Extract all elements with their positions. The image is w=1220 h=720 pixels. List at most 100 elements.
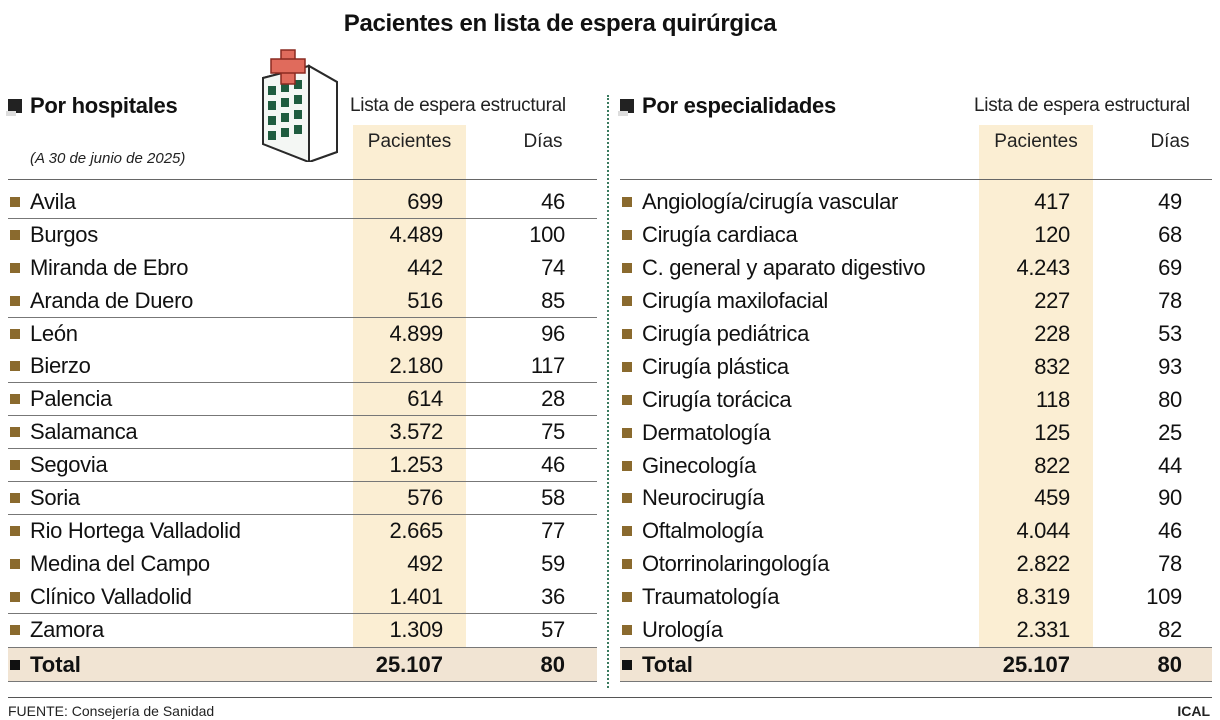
table-row: Miranda de Ebro 442 74 — [8, 252, 597, 285]
row-patients: 699 — [407, 188, 443, 214]
row-bullet-icon — [10, 329, 20, 339]
total-bullet-icon — [10, 659, 20, 670]
row-days: 36 — [541, 583, 565, 609]
row-label: Soria — [30, 484, 80, 510]
agency-credit: ICAL — [1177, 703, 1210, 719]
specialties-section-title: Por especialidades — [642, 93, 836, 118]
row-label: Angiología/cirugía vascular — [642, 189, 899, 215]
row-days: 77 — [541, 518, 565, 544]
row-patients: 822 — [1034, 452, 1070, 478]
specialties-total-row: Total 25.107 80 — [620, 647, 1212, 682]
row-days: 53 — [1158, 321, 1182, 346]
row-bullet-icon — [10, 295, 20, 306]
row-label: Cirugía maxilofacial — [642, 288, 828, 314]
row-label: C. general y aparato digestivo — [642, 255, 926, 281]
row-days: 46 — [1158, 518, 1182, 544]
row-label: Clínico Valladolid — [30, 583, 192, 609]
table-row: Bierzo 2.180 117 — [8, 350, 597, 384]
specialties-section-header: Por especialidades — [618, 93, 836, 119]
row-bullet-icon — [622, 296, 632, 307]
row-label: Segovia — [30, 452, 108, 478]
table-row: Neurocirugía 459 90 — [620, 482, 1212, 515]
row-bullet-icon — [10, 460, 20, 471]
table-row: Aranda de Duero 516 85 — [8, 285, 597, 318]
table-row: Ginecología 822 44 — [620, 449, 1212, 482]
row-days: 74 — [541, 255, 565, 281]
patients-column-highlight — [979, 125, 1093, 647]
row-patients: 2.180 — [389, 353, 443, 379]
row-label: Salamanca — [30, 419, 138, 445]
panel-divider — [607, 95, 609, 688]
table-row: Cirugía maxilofacial 227 78 — [620, 285, 1212, 318]
specialties-rows: Angiología/cirugía vascular 417 49 Cirugía … — [620, 186, 1212, 646]
total-patients: 25.107 — [1002, 651, 1070, 677]
section-square-icon — [618, 99, 634, 116]
row-bullet-icon — [10, 591, 20, 602]
row-days: 25 — [1158, 419, 1182, 445]
table-row: Medina del Campo 492 59 — [8, 548, 597, 581]
row-label: Cirugía plástica — [642, 353, 789, 379]
row-bullet-icon — [622, 493, 632, 504]
row-days: 46 — [541, 188, 565, 214]
row-days: 44 — [1158, 452, 1182, 478]
row-patients: 228 — [1034, 321, 1070, 346]
col-patients-header: Pacientes — [994, 131, 1078, 152]
row-label: Otorrinolaringología — [642, 551, 830, 577]
row-bullet-icon — [622, 427, 632, 438]
row-bullet-icon — [10, 526, 20, 537]
row-days: 109 — [1146, 584, 1182, 610]
hospital-building-icon — [262, 49, 338, 162]
row-patients: 1.401 — [389, 583, 443, 609]
table-row: Salamanca 3.572 75 — [8, 416, 597, 450]
row-patients: 120 — [1034, 222, 1070, 248]
row-bullet-icon — [10, 559, 20, 570]
row-patients: 832 — [1034, 353, 1070, 379]
row-patients: 614 — [407, 386, 443, 412]
row-days: 78 — [1158, 288, 1182, 314]
row-label: Cirugía torácica — [642, 386, 792, 412]
row-bullet-icon — [10, 230, 20, 241]
table-row: Zamora 1.309 57 — [8, 614, 597, 647]
table-row: Palencia 614 28 — [8, 383, 597, 417]
row-days: 59 — [541, 551, 565, 577]
row-label: Bierzo — [30, 353, 91, 379]
specialties-panel: Por especialidades Lista de espera estru… — [618, 0, 1212, 690]
col-patients-header: Pacientes — [367, 131, 452, 152]
header-rule — [620, 179, 1212, 180]
hospitals-total-row: Total 25.107 80 — [8, 647, 597, 682]
table-row: Oftalmología 4.044 46 — [620, 515, 1212, 548]
table-row: León 4.899 96 — [8, 318, 597, 351]
row-bullet-icon — [622, 460, 632, 471]
header-rule — [8, 179, 597, 180]
total-label: Total — [642, 651, 693, 677]
table-row: Cirugía cardiaca 120 68 — [620, 219, 1212, 252]
col-days-header: Días — [523, 131, 563, 152]
table-row: Rio Hortega Valladolid 2.665 77 — [8, 515, 597, 548]
row-days: 46 — [541, 452, 565, 478]
hospitals-section-title: Por hospitales — [30, 93, 178, 118]
row-label: Miranda de Ebro — [30, 255, 189, 281]
patients-column-highlight — [353, 125, 466, 647]
row-patients: 118 — [1035, 386, 1070, 412]
row-bullet-icon — [10, 263, 20, 274]
row-days: 82 — [1158, 617, 1182, 643]
row-days: 100 — [529, 222, 565, 248]
row-patients: 417 — [1034, 189, 1070, 215]
row-label: Dermatología — [642, 419, 771, 445]
row-patients: 125 — [1034, 419, 1070, 445]
row-patients: 2.822 — [1016, 551, 1070, 577]
table-row: Burgos 4.489 100 — [8, 219, 597, 252]
row-bullet-icon — [622, 263, 632, 274]
row-patients: 2.665 — [389, 518, 443, 544]
row-days: 69 — [1158, 255, 1182, 281]
row-label: Cirugía cardiaca — [642, 222, 798, 248]
row-days: 93 — [1158, 353, 1182, 379]
table-row: Cirugía pediátrica 228 53 — [620, 318, 1212, 351]
row-bullet-icon — [622, 559, 632, 570]
row-bullet-icon — [622, 592, 632, 603]
table-row: Angiología/cirugía vascular 417 49 — [620, 186, 1212, 219]
row-label: Neurocirugía — [642, 485, 765, 511]
row-bullet-icon — [622, 526, 632, 537]
hospitals-section-header: Por hospitales — [6, 93, 178, 119]
group-label: Lista de espera estructural — [350, 95, 566, 116]
